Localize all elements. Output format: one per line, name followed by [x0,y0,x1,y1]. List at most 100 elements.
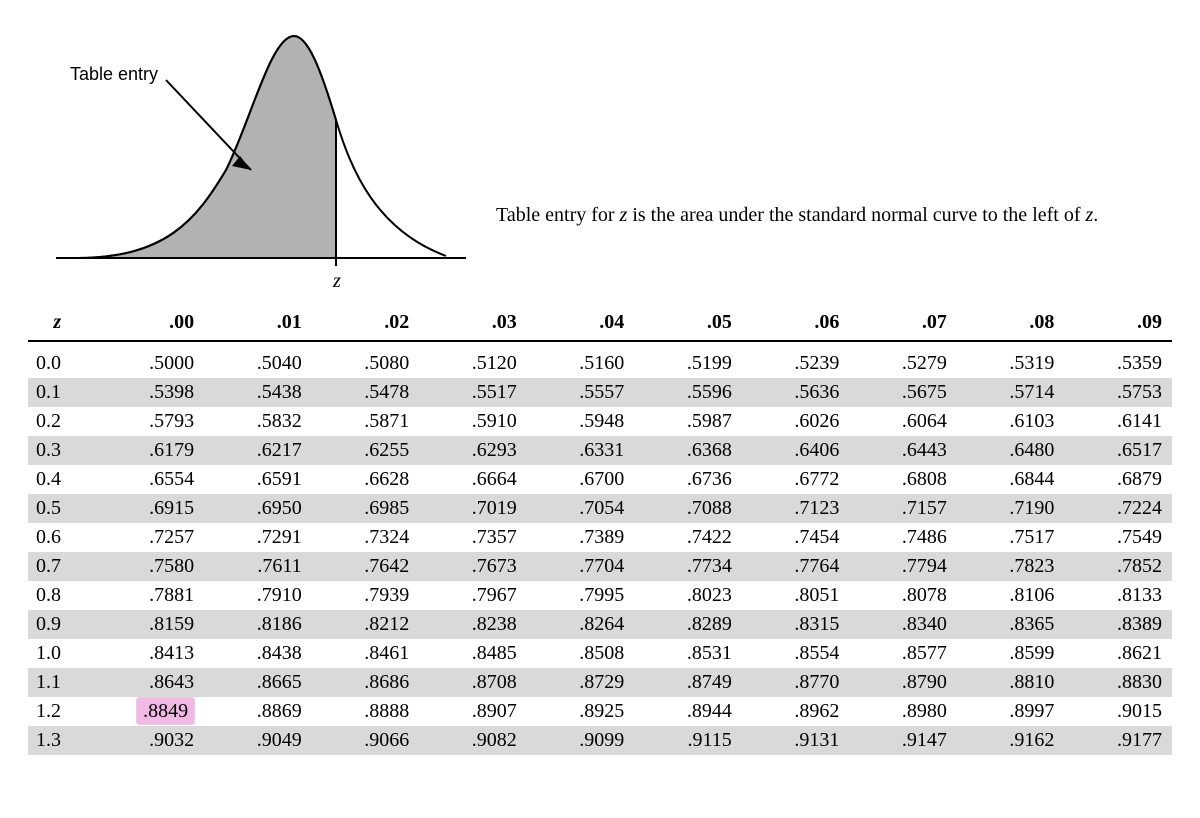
cell: .8749 [634,668,742,697]
cell: .9049 [204,726,312,755]
row-header: 0.6 [28,523,97,552]
top-region: Table entry z Table entry for z is the a… [28,20,1172,290]
table-row: 1.1.8643.8665.8686.8708.8729.8749.8770.8… [28,668,1172,697]
z-axis-label: z [333,270,341,293]
cell: .8708 [419,668,527,697]
cell: .6103 [957,407,1065,436]
row-header: 1.2 [28,697,97,726]
cell: .8315 [742,610,850,639]
cell: .7224 [1064,494,1172,523]
cell: .8238 [419,610,527,639]
cell: .8485 [419,639,527,668]
cell: .5319 [957,341,1065,378]
table-row: 0.5.6915.6950.6985.7019.7054.7088.7123.7… [28,494,1172,523]
cell: .5000 [97,341,205,378]
cell: .8531 [634,639,742,668]
cell: .7422 [634,523,742,552]
normal-curve-svg [46,20,476,280]
table-row: 1.0.8413.8438.8461.8485.8508.8531.8554.8… [28,639,1172,668]
table-row: 1.3.9032.9049.9066.9082.9099.9115.9131.9… [28,726,1172,755]
cell: .5040 [204,341,312,378]
row-header: 0.7 [28,552,97,581]
cell: .8830 [1064,668,1172,697]
table-row: 0.3.6179.6217.6255.6293.6331.6368.6406.6… [28,436,1172,465]
cell: .8997 [957,697,1065,726]
cell: .6950 [204,494,312,523]
cell: .8186 [204,610,312,639]
cell: .5793 [97,407,205,436]
cell: .8770 [742,668,850,697]
col-header: .02 [312,308,420,341]
cell: .5987 [634,407,742,436]
row-header: 0.2 [28,407,97,436]
cell: .5714 [957,378,1065,407]
cell: .6879 [1064,465,1172,494]
cell: .8078 [849,581,957,610]
cell: .7454 [742,523,850,552]
cell: .6255 [312,436,420,465]
row-header: 0.4 [28,465,97,494]
col-header: .08 [957,308,1065,341]
cell: .7549 [1064,523,1172,552]
cell: .6179 [97,436,205,465]
cell: .7486 [849,523,957,552]
cell: .6293 [419,436,527,465]
cell: .8023 [634,581,742,610]
cell: .8849 [97,697,205,726]
cell: .6517 [1064,436,1172,465]
col-header: .09 [1064,308,1172,341]
cell: .5080 [312,341,420,378]
cell: .9147 [849,726,957,755]
cell: .9032 [97,726,205,755]
cell: .5753 [1064,378,1172,407]
cell: .5478 [312,378,420,407]
cell: .5438 [204,378,312,407]
diagram-caption: Table entry [70,64,158,85]
cell: .7939 [312,581,420,610]
cell: .8599 [957,639,1065,668]
table-row: 0.1.5398.5438.5478.5517.5557.5596.5636.5… [28,378,1172,407]
row-header: 1.3 [28,726,97,755]
col-header: .00 [97,308,205,341]
cell: .9115 [634,726,742,755]
cell: .7357 [419,523,527,552]
cell: .5517 [419,378,527,407]
cell: .8106 [957,581,1065,610]
cell: .7088 [634,494,742,523]
explain-pre: Table entry for [496,204,620,226]
cell: .5398 [97,378,205,407]
col-header: .07 [849,308,957,341]
cell: .6064 [849,407,957,436]
cell: .6772 [742,465,850,494]
cell: .6628 [312,465,420,494]
cell: .6331 [527,436,635,465]
z-table-corner: z [28,308,97,341]
cell: .8962 [742,697,850,726]
table-row: 0.4.6554.6591.6628.6664.6700.6736.6772.6… [28,465,1172,494]
cell: .5160 [527,341,635,378]
cell: .9082 [419,726,527,755]
cell: .7190 [957,494,1065,523]
row-header: 1.0 [28,639,97,668]
arrow-line [166,80,251,170]
cell: .7673 [419,552,527,581]
table-row: 0.7.7580.7611.7642.7673.7704.7734.7764.7… [28,552,1172,581]
cell: .9162 [957,726,1065,755]
cell: .7123 [742,494,850,523]
cell: .7580 [97,552,205,581]
cell: .8888 [312,697,420,726]
cell: .7823 [957,552,1065,581]
table-row: 0.8.7881.7910.7939.7967.7995.8023.8051.8… [28,581,1172,610]
cell: .8621 [1064,639,1172,668]
row-header: 0.1 [28,378,97,407]
cell: .7054 [527,494,635,523]
cell: .7704 [527,552,635,581]
cell: .7291 [204,523,312,552]
cell: .8686 [312,668,420,697]
cell: .6844 [957,465,1065,494]
col-header: .01 [204,308,312,341]
row-header: 0.5 [28,494,97,523]
cell: .6664 [419,465,527,494]
cell: .7157 [849,494,957,523]
cell: .7257 [97,523,205,552]
